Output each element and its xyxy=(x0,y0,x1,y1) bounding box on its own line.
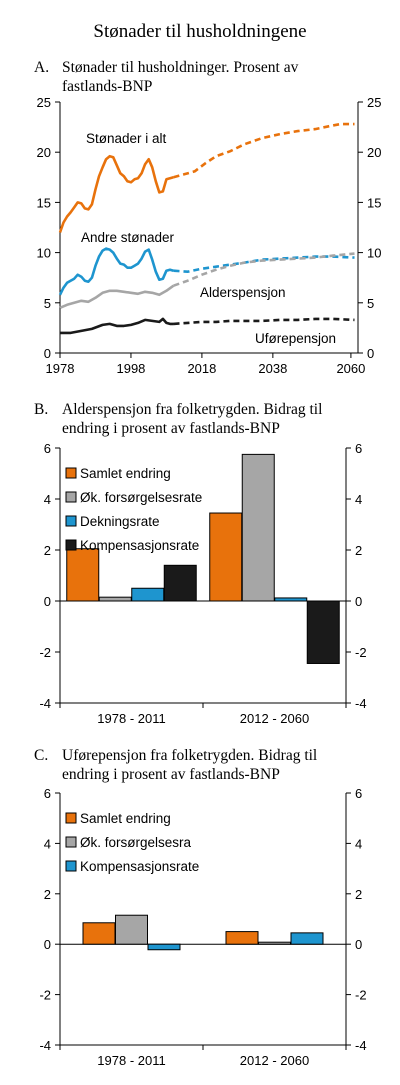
series-line-andre-stonader xyxy=(58,247,174,296)
bar-ok-forsorgelsesra xyxy=(258,941,291,945)
bar-kompensasjonsrate xyxy=(163,564,197,602)
y-tick-label-right: 4 xyxy=(355,492,362,507)
y-tick-label-left: 2 xyxy=(44,543,51,558)
bar-ok-forsorgelsesrate xyxy=(98,596,132,602)
y-tick-label-left: -2 xyxy=(39,988,51,1003)
y-tick-label-left: 25 xyxy=(37,95,51,110)
series-label-stonader-i-alt: Stønader i alt xyxy=(86,131,167,146)
y-tick-label-right: 0 xyxy=(355,937,362,952)
series-label-andre-stonader: Andre stønader xyxy=(81,230,175,245)
bar-samlet-endring xyxy=(225,931,259,945)
bar-kompensasjonsrate xyxy=(147,943,181,951)
y-tick-label-right: -2 xyxy=(355,988,367,1003)
y-tick-label-left: -4 xyxy=(39,696,51,711)
series-line-stonader-i-alt xyxy=(58,154,174,233)
x-tick-label: 1998 xyxy=(116,361,145,376)
x-tick-label: 2038 xyxy=(258,361,287,376)
series-projection-uforepensjon xyxy=(173,317,355,326)
panel-title-line: Uførepensjon fra folketrygden. Bidrag ti… xyxy=(62,747,317,764)
panel-title-line: fastlands-BNP xyxy=(62,78,152,95)
panel-title-line: endring i prosent av fastlands-BNP xyxy=(62,766,280,783)
panel-b-bar-chart: B. Alderspensjon fra folketrygden. Bidrag… xyxy=(34,401,367,726)
y-tick-label-right: 4 xyxy=(355,836,362,851)
legend-label-dekningsrate: Dekningsrate xyxy=(80,514,160,529)
y-tick-label-right: 25 xyxy=(367,95,381,110)
y-tick-label-right: 6 xyxy=(355,786,362,801)
y-tick-label-left: 4 xyxy=(44,836,51,851)
bar-samlet-endring xyxy=(209,512,243,602)
legend-label-ok-forsorgelsesrate: Øk. forsørgelsesrate xyxy=(80,490,202,505)
y-tick-label-right: 6 xyxy=(355,441,362,456)
x-tick-label: 2018 xyxy=(187,361,216,376)
x-tick-label: 2012 - 2060 xyxy=(240,1053,309,1068)
series-projection-alderspensjon xyxy=(173,252,355,287)
y-tick-label-right: 2 xyxy=(355,543,362,558)
y-tick-label-left: 10 xyxy=(37,246,51,261)
legend-swatch-ok-forsorgelsesra xyxy=(65,836,77,848)
y-tick-label-right: -2 xyxy=(355,645,367,660)
x-tick-label: 1978 - 2011 xyxy=(97,1053,165,1068)
legend-swatch-kompensasjonsrate xyxy=(65,860,77,872)
y-tick-label-left: -4 xyxy=(39,1038,51,1053)
bar-dekningsrate xyxy=(274,597,308,602)
x-tick-label: 1978 - 2011 xyxy=(97,711,165,726)
x-tick-label: 2060 xyxy=(336,361,365,376)
legend-swatch-samlet-endring xyxy=(65,467,77,479)
panel-label: A. xyxy=(34,59,49,76)
series-line-alderspensjon xyxy=(59,284,175,309)
legend-swatch-dekningsrate xyxy=(65,515,77,527)
y-tick-label-left: -2 xyxy=(39,645,51,660)
panel-title-line: endring i prosent av fastlands-BNP xyxy=(62,420,280,437)
y-tick-label-right: -4 xyxy=(355,696,367,711)
legend-label-samlet-endring: Samlet endring xyxy=(80,811,171,826)
panel-label: C. xyxy=(34,747,48,764)
bar-kompensasjonsrate xyxy=(290,932,324,945)
y-tick-label-left: 6 xyxy=(44,786,51,801)
series-projection-stonader-i-alt xyxy=(173,122,355,179)
bar-dekningsrate xyxy=(131,587,165,602)
y-tick-label-right: 2 xyxy=(355,887,362,902)
series-label-alderspensjon: Alderspensjon xyxy=(200,285,286,300)
legend-label-kompensasjonsrate: Kompensasjonsrate xyxy=(80,859,199,874)
panel-label: B. xyxy=(34,401,48,418)
y-tick-label-left: 0 xyxy=(44,346,51,361)
y-tick-label-right: -4 xyxy=(355,1038,367,1053)
panel-title-line: Stønader til husholdninger. Prosent av xyxy=(62,59,299,76)
series-label-uforepensjon: Uførepensjon xyxy=(255,331,336,346)
panel-title-line: Alderspensjon fra folketrygden. Bidrag t… xyxy=(62,401,322,418)
y-tick-label-right: 5 xyxy=(367,296,374,311)
y-tick-label-right: 20 xyxy=(367,145,381,160)
y-tick-label-left: 20 xyxy=(37,145,51,160)
y-tick-label-left: 15 xyxy=(37,195,51,210)
y-tick-label-left: 5 xyxy=(44,296,51,311)
legend-label-samlet-endring: Samlet endring xyxy=(80,466,171,481)
bar-ok-forsorgelsesra xyxy=(115,914,148,945)
legend-swatch-ok-forsorgelsesrate xyxy=(65,491,77,503)
y-tick-label-left: 4 xyxy=(44,492,51,507)
y-tick-label-right: 15 xyxy=(367,195,381,210)
legend-label-ok-forsorgelsesra: Øk. forsørgelsesra xyxy=(80,835,192,850)
series-projection-andre-stonader xyxy=(173,255,355,274)
legend-label-kompensasjonsrate: Kompensasjonsrate xyxy=(80,538,199,553)
y-tick-label-right: 10 xyxy=(367,246,381,261)
x-tick-label: 2012 - 2060 xyxy=(240,711,309,726)
y-tick-label-left: 0 xyxy=(44,594,51,609)
bar-samlet-endring xyxy=(82,922,116,945)
y-tick-label-right: 0 xyxy=(355,594,362,609)
page-title: Stønader til husholdningene xyxy=(93,21,306,42)
y-tick-label-left: 0 xyxy=(44,937,51,952)
series-line-uforepensjon xyxy=(60,317,174,335)
y-tick-label-left: 6 xyxy=(44,441,51,456)
y-tick-label-right: 0 xyxy=(367,346,374,361)
bar-samlet-endring xyxy=(66,548,100,602)
bar-ok-forsorgelsesrate xyxy=(241,453,275,602)
x-tick-label: 1978 xyxy=(46,361,75,376)
legend-swatch-kompensasjonsrate xyxy=(65,539,77,551)
panel-c-bar-chart: C. Uførepensjon fra folketrygden. Bidrag … xyxy=(34,747,367,1068)
bar-kompensasjonsrate xyxy=(306,600,340,664)
y-tick-label-left: 2 xyxy=(44,887,51,902)
panel-a-line-chart: A. Stønader til husholdninger. Prosent av… xyxy=(34,59,381,376)
legend-swatch-samlet-endring xyxy=(65,812,77,824)
